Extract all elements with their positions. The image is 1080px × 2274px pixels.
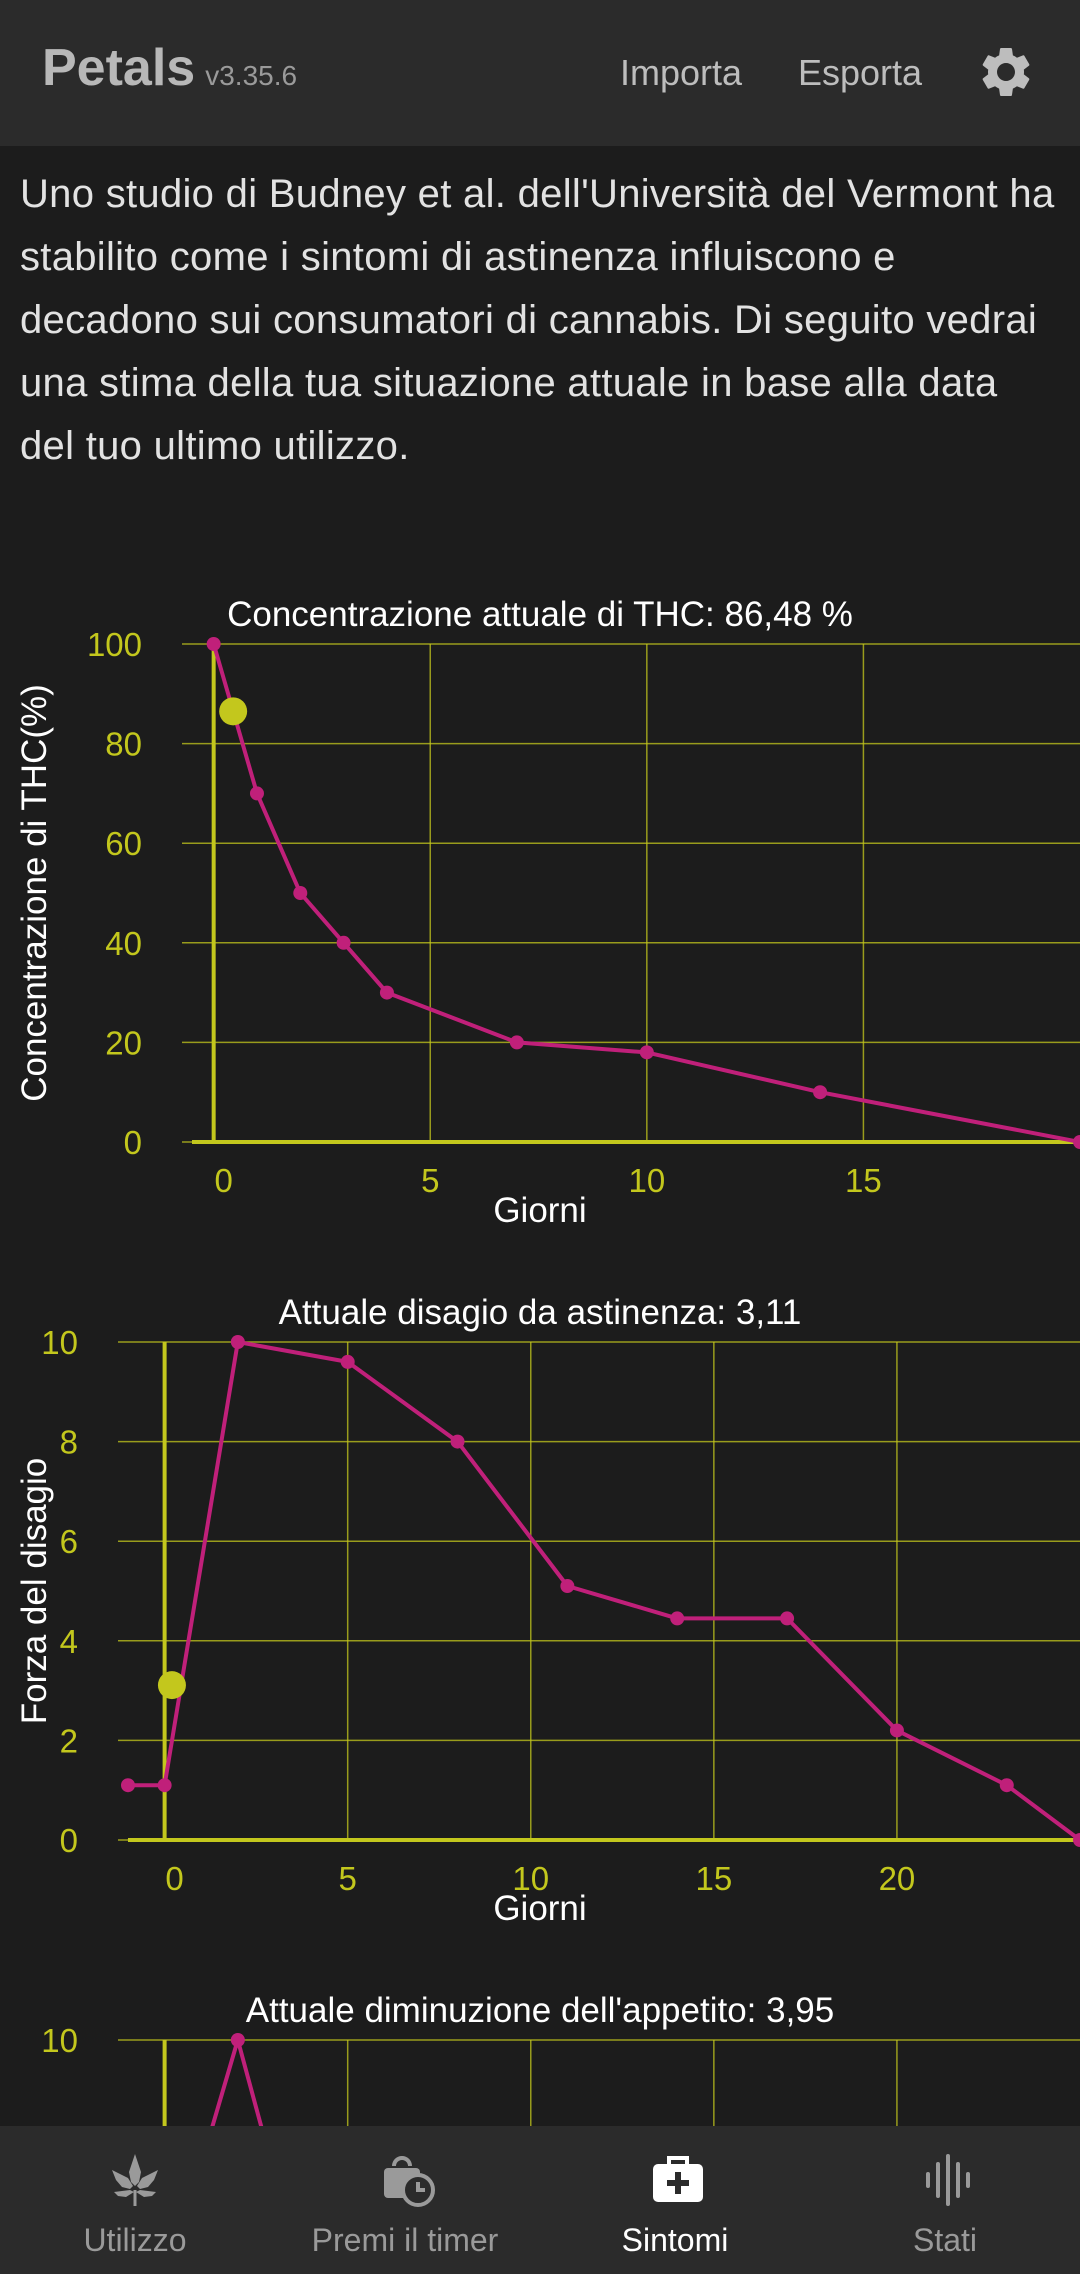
y-tick-label: 100 [87,626,142,663]
y-tick-label: 4 [60,1623,78,1660]
bottom-navigation: Utilizzo Premi il timer Sintomi Stati [0,2126,1080,2274]
first-aid-kit-icon [653,2156,703,2202]
y-tick-label: 20 [105,1024,142,1061]
nav-item-utilizzo[interactable]: Utilizzo [0,2126,270,2274]
nav-label: Premi il timer [311,2222,499,2258]
intro-text: Uno studio di Budney et al. dell'Univers… [20,172,1055,468]
settings-button[interactable] [976,42,1036,102]
y-axis-label: Concentrazione di THC(%) [15,684,54,1102]
data-point [450,1434,465,1449]
app-version: v3.35.6 [205,60,298,91]
nav-item-premi-il-timer[interactable]: Premi il timer [270,2126,540,2274]
data-point [509,1035,524,1050]
data-point [336,935,351,950]
y-tick-label: 2 [60,1722,78,1759]
data-point [206,637,221,651]
data-point [230,1335,245,1349]
data-point [639,1045,654,1060]
app-title: Petals v3.35.6 [42,39,298,97]
y-tick-label: 80 [105,726,142,763]
chart-title: Attuale disagio da astinenza: 3,11 [279,1293,802,1332]
x-tick-label: 5 [421,1162,439,1199]
y-tick-label: 10 [41,1324,78,1361]
data-point [379,985,394,1000]
y-tick-label: 0 [124,1124,142,1161]
current-value-marker [219,697,248,726]
withdrawal-discomfort-chart: Attuale disagio da astinenza: 3,11 0 2 4 6 8 1… [15,1293,1080,1928]
data-point [121,1778,135,1793]
series-line [210,2038,264,2126]
chart-title: Attuale diminuzione dell'appetito: 3,95 [246,1991,834,2030]
data-point [813,1085,828,1100]
x-tick-label: 15 [845,1162,882,1199]
nav-item-sintomi[interactable]: Sintomi [540,2126,810,2274]
y-axis-label: Forza del disagio [15,1458,54,1725]
nav-item-stati[interactable]: Stati [810,2126,1080,2274]
gear-icon [982,47,1030,96]
x-tick-label: 10 [512,1860,549,1897]
appetite-decrease-chart: Attuale diminuzione dell'appetito: 3,95 1… [41,1991,1080,2126]
export-button[interactable]: Esporta [798,52,923,93]
x-tick-label: 20 [879,1860,916,1897]
data-point [230,2033,245,2047]
import-button[interactable]: Importa [620,52,743,93]
data-point [1073,1135,1080,1149]
x-tick-label: 0 [165,1860,183,1897]
data-point [889,1723,904,1738]
data-point [999,1778,1014,1793]
thc-concentration-chart: Concentrazione attuale di THC: 86,48 % 0 2… [15,595,1080,1230]
data-point [780,1611,795,1626]
x-tick-label: 10 [628,1162,665,1199]
y-tick-label: 60 [105,825,142,862]
y-tick-label: 6 [60,1523,78,1560]
data-point [249,786,264,801]
nav-label: Sintomi [621,2222,729,2258]
current-value-marker [157,1671,186,1700]
y-tick-label: 40 [105,925,142,962]
nav-label: Stati [912,2222,978,2258]
x-axis-label: Giorni [493,1191,586,1230]
x-axis-label: Giorni [493,1889,586,1928]
x-tick-label: 15 [695,1860,732,1897]
cannabis-leaf-icon [112,2154,158,2206]
nav-label: Utilizzo [83,2222,187,2258]
waveform-icon [926,2154,970,2206]
x-tick-label: 0 [214,1162,232,1199]
data-point [670,1611,685,1626]
data-point [560,1579,575,1594]
data-point [293,886,308,900]
chart-title: Concentrazione attuale di THC: 86,48 % [227,595,853,634]
y-tick-label: 8 [60,1424,78,1461]
y-tick-label: 10 [41,2022,78,2059]
y-tick-label: 0 [60,1822,78,1859]
data-point [157,1778,172,1793]
timer-bag-icon [384,2156,435,2207]
series-line [128,1340,1080,1842]
data-point [340,1354,355,1369]
data-point [1073,1833,1080,1847]
app-header: Petals v3.35.6 Importa Esporta [0,0,1080,146]
x-tick-label: 5 [339,1860,357,1897]
